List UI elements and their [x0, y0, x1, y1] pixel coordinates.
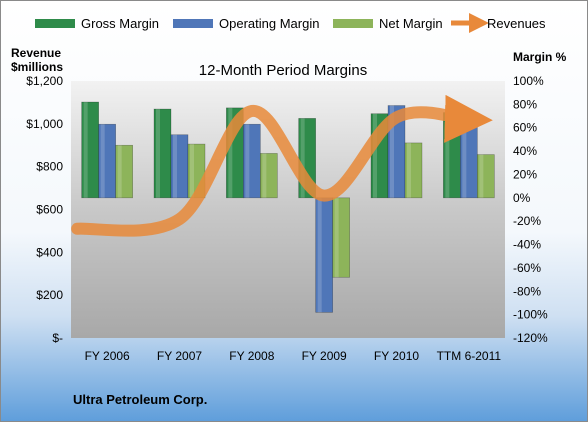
left-tick-label: $600	[36, 203, 63, 217]
bar-highlight	[228, 107, 233, 198]
bar-highlight	[245, 124, 250, 198]
bar-highlight	[317, 197, 322, 313]
plot-area	[71, 81, 505, 338]
bar-highlight	[117, 145, 122, 198]
bar-highlight	[390, 105, 394, 198]
bar-highlight	[407, 142, 411, 198]
bar-highlight	[300, 118, 305, 198]
left-axis-title-line2: $millions	[11, 60, 63, 74]
left-tick-label: $400	[36, 245, 63, 259]
bar-highlight	[173, 134, 177, 198]
right-tick-label: -20%	[513, 214, 541, 228]
left-tick-label: $1,200	[26, 74, 63, 88]
x-tick-label: FY 2006	[85, 349, 130, 363]
bar-net-margin	[332, 197, 350, 278]
x-tick-label: FY 2008	[229, 349, 274, 363]
right-axis-title: Margin %	[513, 50, 567, 64]
left-tick-label: $-	[52, 331, 63, 345]
bar-net-margin	[477, 154, 495, 199]
chart-title: 12-Month Period Margins	[199, 62, 367, 79]
revenues-line-group	[71, 94, 493, 237]
left-axis-ticks: $1,200 $1,000 $800 $600 $400 $200 $-	[26, 74, 63, 345]
legend-swatch-net-margin	[333, 19, 373, 28]
bar-highlight	[262, 153, 267, 198]
x-axis-labels: FY 2006 FY 2007 FY 2008 FY 2009 FY 2010 TTM 6…	[85, 349, 502, 363]
left-axis-title-line1: Revenue	[11, 46, 61, 60]
legend: Gross Margin Operating Margin Net Margin…	[35, 13, 546, 33]
revenues-line	[71, 94, 493, 237]
right-tick-label: 80%	[513, 97, 537, 111]
right-tick-label: -120%	[513, 331, 548, 345]
legend-swatch-operating-margin	[173, 19, 213, 28]
x-tick-label: FY 2009	[302, 349, 347, 363]
x-tick-label: FY 2007	[157, 349, 202, 363]
right-tick-label: -100%	[513, 308, 548, 322]
legend-swatch-gross-margin	[35, 19, 75, 28]
bar-net-margin	[404, 142, 423, 199]
bar-highlight	[373, 113, 377, 198]
legend-label-operating-margin: Operating Margin	[219, 16, 319, 31]
right-tick-label: -80%	[513, 284, 541, 298]
bar-net-margin	[260, 153, 278, 199]
legend-label-gross-margin: Gross Margin	[81, 16, 159, 31]
left-tick-label: $200	[36, 288, 63, 302]
legend-label-net-margin: Net Margin	[379, 16, 443, 31]
legend-label-revenues: Revenues	[487, 16, 546, 31]
bar-highlight	[479, 154, 484, 198]
bar-highlight	[156, 109, 160, 198]
right-tick-label: 100%	[513, 74, 544, 88]
x-tick-label: FY 2010	[374, 349, 419, 363]
left-tick-label: $1,000	[26, 117, 63, 131]
right-tick-label: 60%	[513, 121, 537, 135]
bar-highlight	[334, 197, 339, 278]
bar-operating-margin	[243, 123, 261, 199]
x-tick-label: TTM 6-2011	[437, 349, 502, 363]
bar-highlight	[83, 102, 88, 198]
right-axis-ticks: 100% 80% 60% 40% 20% 0% -20% -40% -60% -80% -100% -…	[513, 74, 548, 345]
right-tick-label: 40%	[513, 144, 537, 158]
company-name: Ultra Petroleum Corp.	[73, 392, 207, 407]
bar-net-margin	[115, 144, 133, 199]
right-tick-label: -40%	[513, 238, 541, 252]
bar-highlight	[445, 112, 450, 198]
right-tick-label: 0%	[513, 191, 531, 205]
bar-highlight	[190, 144, 194, 198]
bar-highlight	[100, 124, 105, 198]
right-tick-label: 20%	[513, 167, 537, 181]
left-tick-label: $800	[36, 160, 63, 174]
bar-highlight	[462, 124, 467, 198]
right-tick-label: -60%	[513, 261, 541, 275]
